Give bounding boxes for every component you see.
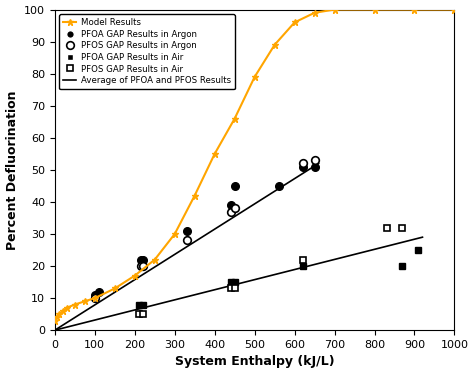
X-axis label: System Enthalpy (kJ/L): System Enthalpy (kJ/L) xyxy=(175,355,335,368)
Y-axis label: Percent Defluorination: Percent Defluorination xyxy=(6,90,18,249)
Legend: Model Results, PFOA GAP Results in Argon, PFOS GAP Results in Argon, PFOA GAP Re: Model Results, PFOA GAP Results in Argon… xyxy=(59,14,235,89)
